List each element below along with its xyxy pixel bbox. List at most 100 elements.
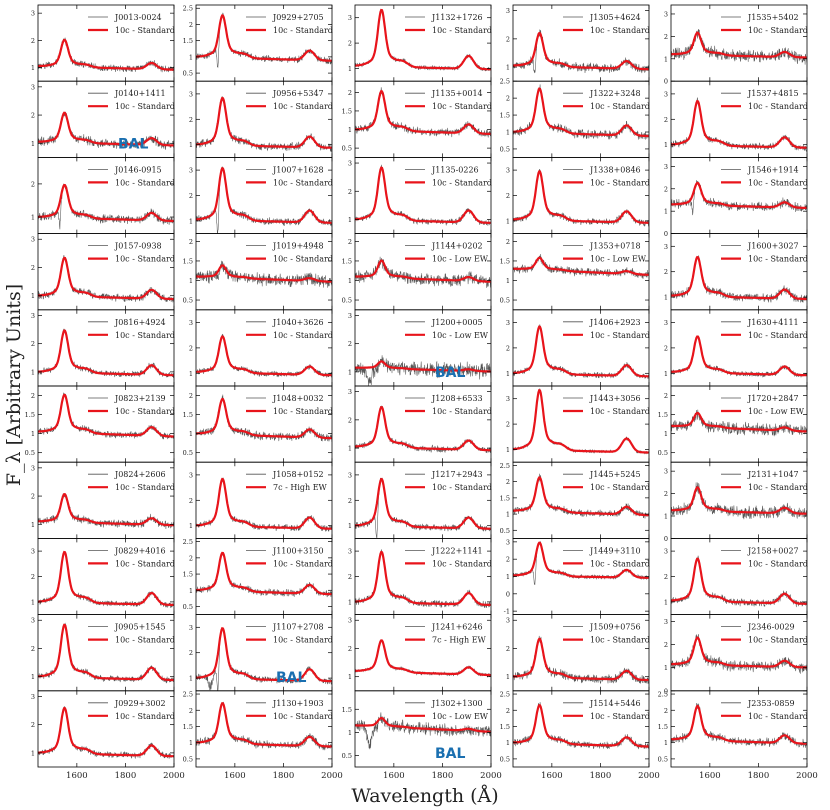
legend-object-name: J2353-0859 <box>747 699 795 708</box>
observed-spectrum-line <box>196 333 332 378</box>
y-tick-label: 1 <box>189 277 193 285</box>
spectrum-panel: 1 2 3 J0140+1411 10c - Standard BAL <box>31 80 175 158</box>
y-tick-label: 2 <box>664 185 668 193</box>
model-fit-line <box>196 477 332 530</box>
model-fit-line <box>671 636 807 669</box>
y-tick-label: 2.5 <box>183 5 193 13</box>
legend-model-name: 7c - High EW <box>273 483 328 492</box>
spectrum-panel: 0.5 1 1.5 2 2.5 J1322+3248 10c - Standard <box>500 78 650 158</box>
y-tick-label: 2 <box>31 37 35 45</box>
spectrum-panel: 0.5 1 1.5 1600 1800 2000 J1302+1300 10c - Low E… <box>342 690 502 781</box>
y-tick-label: 1 <box>189 370 193 378</box>
spectrum-panel: 1 2 3 J1135-0226 10c - Standard <box>348 156 492 234</box>
model-fit-line <box>38 329 174 377</box>
y-tick-label: 1 <box>189 522 193 530</box>
legend-model-name: 10c - Standard <box>115 407 175 416</box>
legend-object-name: J0829+4016 <box>114 546 166 555</box>
model-fit-line <box>196 264 332 283</box>
y-tick-label: 2 <box>664 344 668 352</box>
y-tick-label: 0.5 <box>183 755 193 763</box>
legend-model-name: 10c - Standard <box>115 559 175 568</box>
spectrum-panel: 0 1 2 3 J1535+5402 10c - Standard <box>664 4 808 86</box>
spectrum-panel: 1 2 3 J0824+2606 10c - Standard <box>31 461 175 539</box>
bal-flag-label: BAL <box>435 746 466 762</box>
panel-frame <box>37 690 175 768</box>
y-tick-label: 1 <box>664 141 668 149</box>
legend-model-name: 10c - Standard <box>590 483 650 492</box>
legend-object-name: J1322+3248 <box>589 89 641 98</box>
panel-grid: 1 2 3 J0013-0024 10c - Standard 1 2 3 J0140+1411… <box>25 4 818 781</box>
legend-object-name: J1048+0032 <box>272 394 324 403</box>
y-tick-label: 2 <box>31 112 35 120</box>
legend-model-name: 10c - Standard <box>273 559 333 568</box>
legend-model-name: 10c - Standard <box>432 559 492 568</box>
model-fit-line <box>671 704 807 745</box>
spectrum-panel: 1 2 3 1600 1800 2000 J0929+3002 10c - Standard <box>31 690 185 781</box>
legend-object-name: J1535+5402 <box>747 13 799 22</box>
y-tick-label: 2 <box>664 392 668 400</box>
y-tick-label: 2 <box>664 573 668 581</box>
legend-object-name: J1132+1726 <box>431 13 483 22</box>
y-tick-label: 1 <box>348 729 352 737</box>
legend-model-name: 10c - Low EW <box>432 712 489 721</box>
x-tick-label: 1800 <box>748 771 770 781</box>
model-fit-line <box>671 181 807 209</box>
y-tick-label: 1 <box>664 664 668 672</box>
y-tick-label: 1.5 <box>658 411 668 419</box>
y-tick-label: 1 <box>348 126 352 134</box>
y-tick-label: 2 <box>506 556 510 564</box>
spectrum-panel: 0 1 2 3 J2346-0029 10c - Standard <box>664 614 808 695</box>
y-tick-label: 3 <box>664 618 668 626</box>
legend-model-name: 10c - Standard <box>590 178 650 187</box>
y-tick-label: 1.5 <box>658 723 668 731</box>
y-tick-label: 3 <box>31 236 35 244</box>
y-tick-label: 1 <box>31 673 35 681</box>
y-tick-label: 1 <box>506 277 510 285</box>
spectrum-panel: 1 2 3 J1241+6246 7c - High EW <box>348 614 492 692</box>
model-fit-line <box>513 704 649 748</box>
model-fit-line <box>355 550 491 606</box>
y-tick-label: 2 <box>506 344 510 352</box>
y-tick-label: 1 <box>189 141 193 149</box>
y-tick-label: 1.5 <box>183 723 193 731</box>
y-tick-label: 3 <box>664 548 668 556</box>
y-tick-label: 2 <box>506 35 510 43</box>
y-tick-label: 3 <box>189 624 193 632</box>
bal-flag-label: BAL <box>435 365 466 381</box>
y-tick-label: 2 <box>506 645 510 653</box>
y-tick-label: 1 <box>664 430 668 438</box>
spectrum-panel: 0.5 1 1.5 2 2.5 1600 1800 2000 J2353-0859 10c - S… <box>658 690 818 781</box>
legend-object-name: J1720+2847 <box>747 394 799 403</box>
legend-model-name: 10c - Standard <box>432 178 492 187</box>
legend-object-name: J0824+2606 <box>114 470 166 479</box>
y-tick-label: 2 <box>348 340 352 348</box>
spectrum-panel: 1 2 3 J1058+0152 7c - High EW <box>189 461 333 539</box>
y-tick-label: 2 <box>348 416 352 424</box>
y-tick-label: 2.5 <box>500 462 510 470</box>
y-tick-label: 2 <box>189 192 193 200</box>
y-tick-label: 0.5 <box>342 297 352 305</box>
y-tick-label: 1 <box>506 370 510 378</box>
y-tick-label: 1.5 <box>342 257 352 265</box>
model-fit-line <box>38 183 174 223</box>
y-tick-label: 2 <box>506 95 510 103</box>
panel-frame <box>670 690 808 768</box>
y-tick-label: 2 <box>664 33 668 41</box>
spectrum-panel: 1 2 3 J1200+0005 10c - Low EW BAL <box>348 309 492 387</box>
model-fit-line <box>196 14 332 62</box>
legend-object-name: J0816+4924 <box>114 318 166 327</box>
x-tick-label: 1800 <box>273 771 295 781</box>
y-tick-label: 1 <box>31 598 35 606</box>
legend-object-name: J1040+3626 <box>272 318 324 327</box>
spectrum-panel: 1 2 3 J1222+1141 10c - Standard <box>348 538 492 616</box>
y-tick-label: 2.5 <box>500 78 510 86</box>
legend-model-name: 10c - Low EW <box>748 407 805 416</box>
y-tick-label: 2 <box>664 707 668 715</box>
x-tick-label: 2000 <box>321 771 343 781</box>
y-tick-label: 3 <box>31 10 35 18</box>
y-tick-label: 3 <box>664 468 668 476</box>
y-tick-label: 3 <box>348 312 352 320</box>
model-fit-line <box>355 639 491 677</box>
y-tick-label: 3 <box>31 693 35 701</box>
legend-object-name: J1353+0718 <box>589 242 641 251</box>
